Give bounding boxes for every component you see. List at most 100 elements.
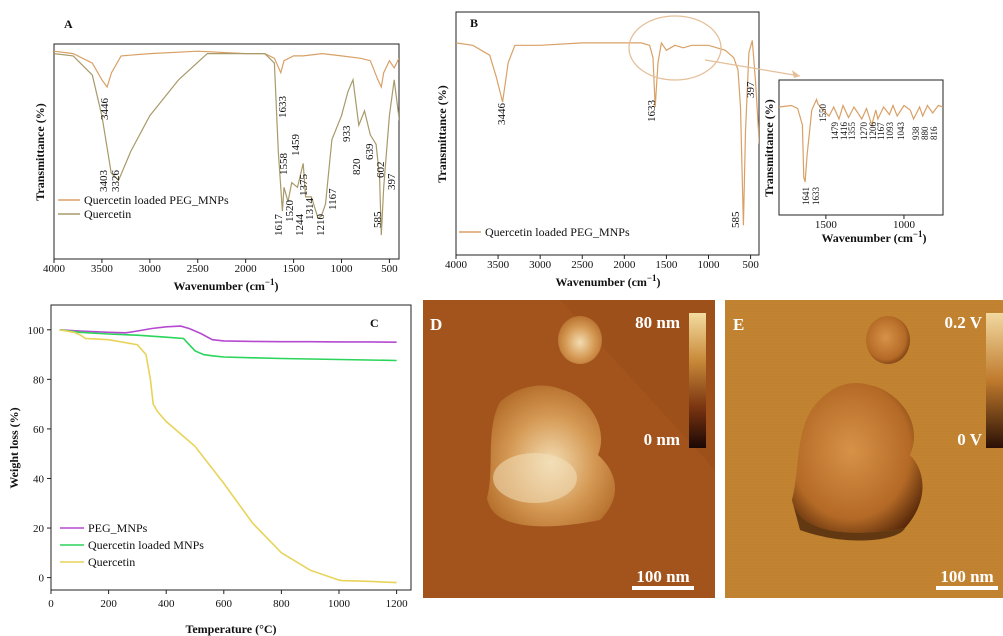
afm-amplitude-small-particle bbox=[866, 316, 910, 364]
inset-frame bbox=[778, 79, 944, 216]
x-tick-label-500: 500 bbox=[742, 259, 759, 271]
panel-b-plot-area bbox=[456, 40, 759, 226]
afm-height-scale-max: 80 nm bbox=[635, 313, 680, 332]
peak-label-3446-b: 3446 bbox=[496, 103, 508, 126]
peak-label-1617: 1617 bbox=[273, 214, 285, 237]
inset-peak-1479: 1479 bbox=[830, 122, 840, 141]
peak-label-1314: 1314 bbox=[304, 198, 316, 221]
zoom-connector-line bbox=[704, 59, 801, 77]
panel-a-x-axis-label: Wavenumber (cm−1) bbox=[173, 277, 278, 293]
peak-label-820: 820 bbox=[351, 158, 363, 175]
series-line-quercetin-loaded-mnps bbox=[59, 329, 397, 362]
afm-height-scale-min: 0 nm bbox=[644, 430, 680, 449]
afm-height-colorbar bbox=[689, 313, 706, 448]
peak-label-1633: 1633 bbox=[277, 96, 289, 119]
x-tick-label-4000: 4000 bbox=[445, 259, 468, 271]
x-tick-label-3500: 3500 bbox=[91, 263, 114, 275]
peak-label-397-b: 397 bbox=[745, 81, 757, 98]
legend-label-peg-mnps: PEG_MNPs bbox=[88, 521, 148, 535]
inset-peak-1043: 1043 bbox=[896, 122, 906, 141]
x-tick-label-2500: 2500 bbox=[571, 259, 594, 271]
peak-label-397: 397 bbox=[386, 173, 398, 190]
panel-a-frame bbox=[53, 43, 400, 260]
panel-b-x-axis: 4000 3500 3000 2500 2000 1500 1000 500 bbox=[445, 255, 759, 271]
x-tick-label-2500: 2500 bbox=[187, 263, 210, 275]
x-tick-label-2000: 2000 bbox=[613, 259, 636, 271]
y-tick-label-20: 20 bbox=[33, 523, 45, 535]
x-tick-label-2000: 2000 bbox=[235, 263, 258, 275]
inset-peak-1416: 1416 bbox=[839, 122, 849, 141]
x-tick-label-1000: 1000 bbox=[698, 259, 721, 271]
peak-label-1167: 1167 bbox=[327, 188, 339, 210]
inset-peak-1093: 1093 bbox=[885, 122, 895, 141]
peak-label-1633-b: 1633 bbox=[646, 100, 658, 123]
peak-label-1244: 1244 bbox=[294, 214, 306, 237]
panel-b-inset: 1500 1000 Wavenumber (cm−1) Transmittance… bbox=[762, 79, 944, 245]
x-tick-label-800: 800 bbox=[273, 598, 290, 610]
inset-peak-1167: 1167 bbox=[876, 122, 886, 140]
inset-x-axis: 1500 1000 bbox=[815, 215, 915, 231]
peak-label-585: 585 bbox=[372, 211, 384, 228]
peak-label-1375: 1375 bbox=[298, 174, 310, 197]
legend-label-quercetin: Quercetin bbox=[84, 207, 131, 221]
inset-peak-1550: 1550 bbox=[818, 104, 828, 123]
highlight-ellipse bbox=[628, 15, 722, 81]
panel-a-y-axis-label: Transmittance (%) bbox=[33, 103, 47, 200]
peak-label-1210: 1210 bbox=[315, 214, 327, 237]
afm-height-scalebar bbox=[632, 586, 694, 590]
afm-amplitude-scale-min: 0 V bbox=[957, 430, 982, 449]
inset-x-axis-label: Wavenumber (cm−1) bbox=[821, 229, 926, 245]
afm-amplitude-scale-max: 0.2 V bbox=[945, 313, 983, 332]
panel-c: C 0 200 400 600 800 1000 1200 0 20 40 60 80 100 Temp… bbox=[7, 304, 412, 636]
y-tick-label-100: 100 bbox=[28, 325, 45, 337]
peak-label-1558: 1558 bbox=[278, 153, 290, 176]
peak-label-3403: 3403 bbox=[98, 170, 110, 193]
inset-peak-1206: 1206 bbox=[868, 122, 878, 141]
zoom-arrow-head bbox=[792, 70, 800, 78]
afm-amplitude-scalebar-label: 100 nm bbox=[940, 567, 993, 586]
panel-c-plot-area bbox=[59, 325, 397, 584]
afm-amplitude-shadow bbox=[792, 500, 905, 541]
afm-height-letter: D bbox=[430, 315, 442, 334]
x-tick-label-500: 500 bbox=[381, 263, 398, 275]
panel-b-letter: B bbox=[470, 16, 478, 30]
peak-label-639: 639 bbox=[364, 143, 376, 160]
peak-label-1459: 1459 bbox=[290, 134, 302, 157]
x-tick-label-0: 0 bbox=[48, 598, 54, 610]
y-tick-label-0: 0 bbox=[39, 573, 45, 585]
panel-a-letter: A bbox=[64, 17, 73, 31]
series-line-quercetin bbox=[59, 329, 397, 584]
panel-b-x-axis-label: Wavenumber (cm−1) bbox=[555, 273, 660, 289]
panel-c-frame bbox=[50, 304, 412, 591]
afm-height-bright-region bbox=[493, 453, 577, 503]
x-tick-label-1500: 1500 bbox=[655, 259, 678, 271]
y-tick-label-80: 80 bbox=[33, 374, 45, 386]
afm-amplitude-letter: E bbox=[733, 315, 744, 334]
inset-peak-1270: 1270 bbox=[859, 122, 869, 141]
panel-c-letter: C bbox=[370, 316, 379, 330]
legend-label-quercetin-c: Quercetin bbox=[88, 555, 135, 569]
y-tick-label-60: 60 bbox=[33, 424, 45, 436]
panel-c-y-axis-label: Weight loss (%) bbox=[7, 407, 21, 488]
series-line-quercetin-loaded-peg-mnps bbox=[779, 97, 943, 183]
x-tick-label-1500: 1500 bbox=[283, 263, 306, 275]
afm-height-small-particle bbox=[558, 316, 602, 364]
peak-label-3446: 3446 bbox=[99, 98, 111, 121]
series-line-quercetin bbox=[54, 52, 399, 236]
x-tick-label-400: 400 bbox=[158, 598, 175, 610]
x-tick-label-1500: 1500 bbox=[815, 219, 838, 231]
x-tick-label-3000: 3000 bbox=[529, 259, 552, 271]
legend-label-quercetin-loaded-mnps: Quercetin loaded MNPs bbox=[88, 538, 204, 552]
x-tick-label-4000: 4000 bbox=[43, 263, 66, 275]
y-tick-label-40: 40 bbox=[33, 473, 45, 485]
panel-e-afm-amplitude: E 0.2 V 0 V 100 nm bbox=[725, 300, 1003, 598]
inset-peak-1355: 1355 bbox=[847, 122, 857, 141]
inset-plot-area bbox=[779, 97, 943, 183]
peak-label-1520: 1520 bbox=[284, 200, 296, 223]
panel-a-x-axis: 4000 3500 3000 2500 2000 1500 1000 500 bbox=[43, 259, 398, 275]
inset-peak-816: 816 bbox=[929, 126, 939, 140]
panel-a-plot-area bbox=[54, 50, 399, 236]
legend-label-quercetin-loaded-peg-mnps-b: Quercetin loaded PEG_MNPs bbox=[485, 225, 630, 239]
afm-height-scalebar-label: 100 nm bbox=[636, 567, 689, 586]
